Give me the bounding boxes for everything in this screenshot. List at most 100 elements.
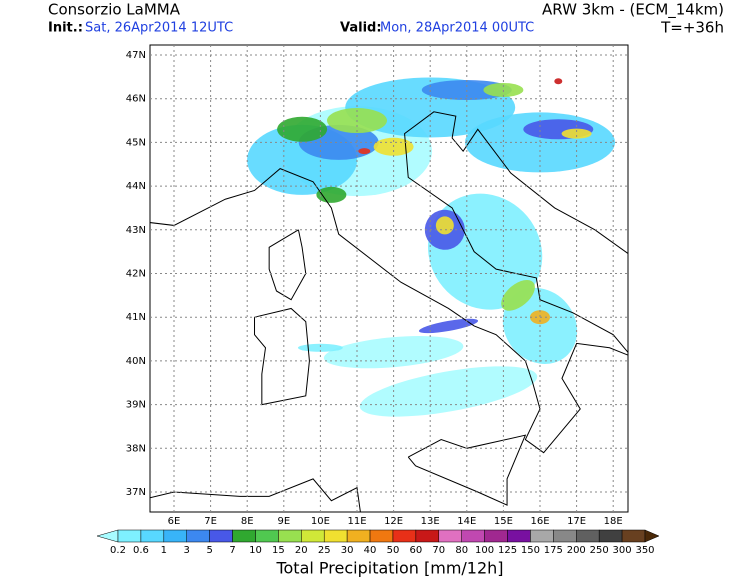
- colorbar-label: 50: [387, 545, 400, 556]
- colorbar-title: Total Precipitation [mm/12h]: [275, 559, 503, 578]
- colorbar-label: 7: [229, 545, 235, 556]
- precip-area: [297, 343, 343, 352]
- colorbar-cell: [163, 529, 187, 543]
- precip-area: [316, 186, 347, 203]
- colorbar-label: 0.2: [110, 545, 126, 556]
- colorbar-cell: [484, 529, 508, 543]
- valid-label: Valid:: [340, 21, 382, 36]
- lat-label: 42N: [126, 269, 146, 280]
- colorbar-label: 1: [161, 545, 167, 556]
- lon-label: 18E: [604, 516, 623, 527]
- lon-label: 15E: [494, 516, 513, 527]
- lat-label: 47N: [126, 50, 146, 61]
- colorbar-label: 30: [341, 545, 354, 556]
- colorbar-cell: [507, 529, 531, 543]
- colorbar-label: 20: [295, 545, 308, 556]
- colorbar-label: 60: [410, 545, 423, 556]
- precip-area: [501, 279, 535, 311]
- init-value: Sat, 26Apr2014 12UTC: [85, 21, 233, 36]
- lon-label: 14E: [457, 516, 476, 527]
- colorbar-label: 0.6: [133, 545, 149, 556]
- lon-label: 12E: [384, 516, 403, 527]
- coastline: [150, 111, 628, 454]
- colorbar-label: 40: [364, 545, 377, 556]
- colorbar-cell: [530, 529, 554, 543]
- lon-label: 6E: [168, 516, 181, 527]
- colorbar-cell: [117, 529, 142, 543]
- colorbar-cell: [553, 529, 577, 543]
- init-label: Init.:: [48, 21, 83, 36]
- precip-area: [418, 318, 479, 334]
- lat-label: 44N: [126, 181, 146, 192]
- precip-area: [554, 78, 563, 85]
- colorbar-cell: [255, 529, 279, 543]
- lead-time: T=+36h: [660, 19, 724, 37]
- colorbar-cell: [598, 529, 623, 543]
- lon-label: 10E: [311, 516, 330, 527]
- valid-value: Mon, 28Apr2014 00UTC: [380, 21, 534, 36]
- colorbar-label: 10: [249, 545, 262, 556]
- precip-area: [277, 116, 328, 142]
- colorbar-label: 200: [567, 545, 586, 556]
- coastline: [268, 229, 307, 301]
- colorbar-label: 80: [455, 545, 468, 556]
- lon-label: 17E: [567, 516, 586, 527]
- colorbar-label: 5: [206, 545, 212, 556]
- colorbar-cell: [621, 529, 646, 543]
- precip-area: [483, 82, 524, 97]
- model: ARW 3km - (ECM_14km): [542, 1, 724, 20]
- lon-label: 9E: [277, 516, 290, 527]
- colorbar-cell: [278, 529, 302, 543]
- lat-label: 41N: [126, 312, 146, 323]
- coastline: [254, 307, 310, 406]
- colorbar-cell: [369, 529, 394, 543]
- lat-label: 40N: [126, 356, 146, 367]
- lat-label: 39N: [126, 400, 146, 411]
- lat-label: 45N: [126, 137, 146, 148]
- lat-label: 38N: [126, 443, 146, 454]
- lon-label: 16E: [530, 516, 549, 527]
- coastline: [407, 434, 527, 506]
- colorbar-label: 25: [318, 545, 331, 556]
- colorbar-cell: [301, 529, 325, 543]
- lon-label: 8E: [241, 516, 254, 527]
- lon-label: 11E: [347, 516, 366, 527]
- colorbar-label: 3: [184, 545, 190, 556]
- lon-label: 7E: [204, 516, 217, 527]
- colorbar-label: 250: [590, 545, 609, 556]
- colorbar-cell: [576, 529, 600, 543]
- colorbar-cell: [461, 529, 485, 543]
- lon-label: 13E: [421, 516, 440, 527]
- colorbar-cell: [644, 529, 660, 543]
- lat-label: 37N: [126, 487, 146, 498]
- colorbar-cell: [140, 529, 165, 543]
- precip-area: [359, 366, 538, 417]
- precip-area: [561, 128, 592, 139]
- precip-area: [323, 336, 464, 369]
- colorbar-cell: [209, 529, 233, 543]
- colorbar-cell: [186, 529, 210, 543]
- colorbar-label: 70: [432, 545, 445, 556]
- colorbar-label: 150: [521, 545, 540, 556]
- colorbar-cell: [323, 529, 348, 543]
- precip-area: [435, 216, 454, 235]
- coastline: [150, 478, 361, 512]
- precip-area: [358, 148, 371, 155]
- colorbar-label: 15: [272, 545, 285, 556]
- colorbar-cell: [232, 529, 256, 543]
- colorbar-cell: [392, 529, 417, 543]
- colorbar-label: 350: [635, 545, 654, 556]
- colorbar-label: 125: [498, 545, 517, 556]
- lat-label: 46N: [126, 94, 146, 105]
- colorbar-cell: [346, 529, 371, 543]
- lat-label: 43N: [126, 225, 146, 236]
- colorbar-label: 100: [475, 545, 494, 556]
- title: Consorzio LaMMA: [48, 1, 181, 19]
- colorbar-cell: [415, 529, 440, 543]
- colorbar-label: 175: [544, 545, 563, 556]
- precip-area: [421, 79, 512, 100]
- colorbar-cell: [96, 529, 119, 543]
- map-frame: [149, 44, 629, 513]
- colorbar-label: 300: [613, 545, 632, 556]
